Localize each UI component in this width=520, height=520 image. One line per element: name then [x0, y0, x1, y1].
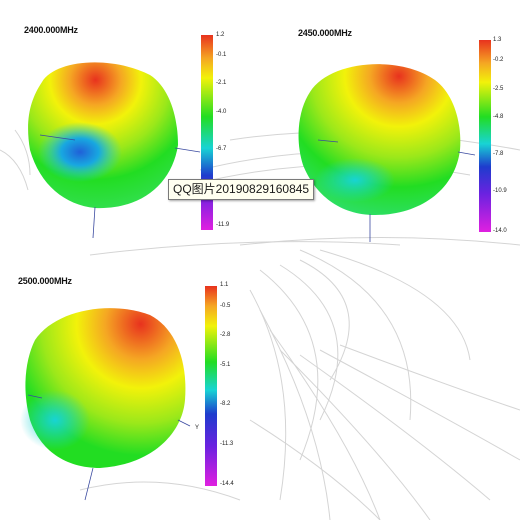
colorbar-tick: -0.1 [216, 52, 227, 58]
colorbar-tick: -0.5 [220, 303, 231, 309]
colorbar-tick: -5.1 [220, 362, 231, 368]
colorbar-tick: -10.9 [493, 188, 507, 194]
colorbar-tick: -2.1 [216, 80, 227, 86]
colorbar-tick: -11.3 [220, 441, 234, 447]
colorbar-tick: -6.7 [216, 146, 227, 152]
colorbar [479, 40, 491, 232]
axis-label: Y [195, 425, 199, 431]
frequency-label: 2500.000MHz [18, 276, 72, 286]
colorbar-tick: -11.9 [216, 222, 230, 228]
colorbar-tick: 1.3 [493, 37, 502, 43]
image-tooltip: QQ图片20190829160845 [168, 179, 315, 200]
colorbar-tick: -0.2 [493, 57, 504, 63]
radiation-pattern-3d: Y [20, 308, 199, 501]
colorbar-tick: 1.2 [216, 32, 225, 38]
colorbar [205, 286, 217, 486]
colorbar-tick: 1.1 [220, 282, 229, 288]
frequency-label: 2400.000MHz [24, 25, 78, 35]
colorbar-tick: -4.8 [493, 114, 504, 120]
colorbar-tick: -2.8 [220, 332, 231, 338]
colorbar-tick: -2.5 [493, 86, 504, 92]
radiation-pattern-3d [298, 64, 476, 242]
colorbar-tick: -8.2 [220, 401, 231, 407]
colorbar-tick: -14.4 [220, 481, 234, 487]
frequency-label: 2450.000MHz [298, 28, 352, 38]
colorbar-tick: -7.8 [493, 151, 504, 157]
radiation-pattern-3d [28, 62, 201, 239]
colorbar-tick: -14.0 [493, 228, 507, 234]
colorbar-tick: -4.0 [216, 109, 227, 115]
